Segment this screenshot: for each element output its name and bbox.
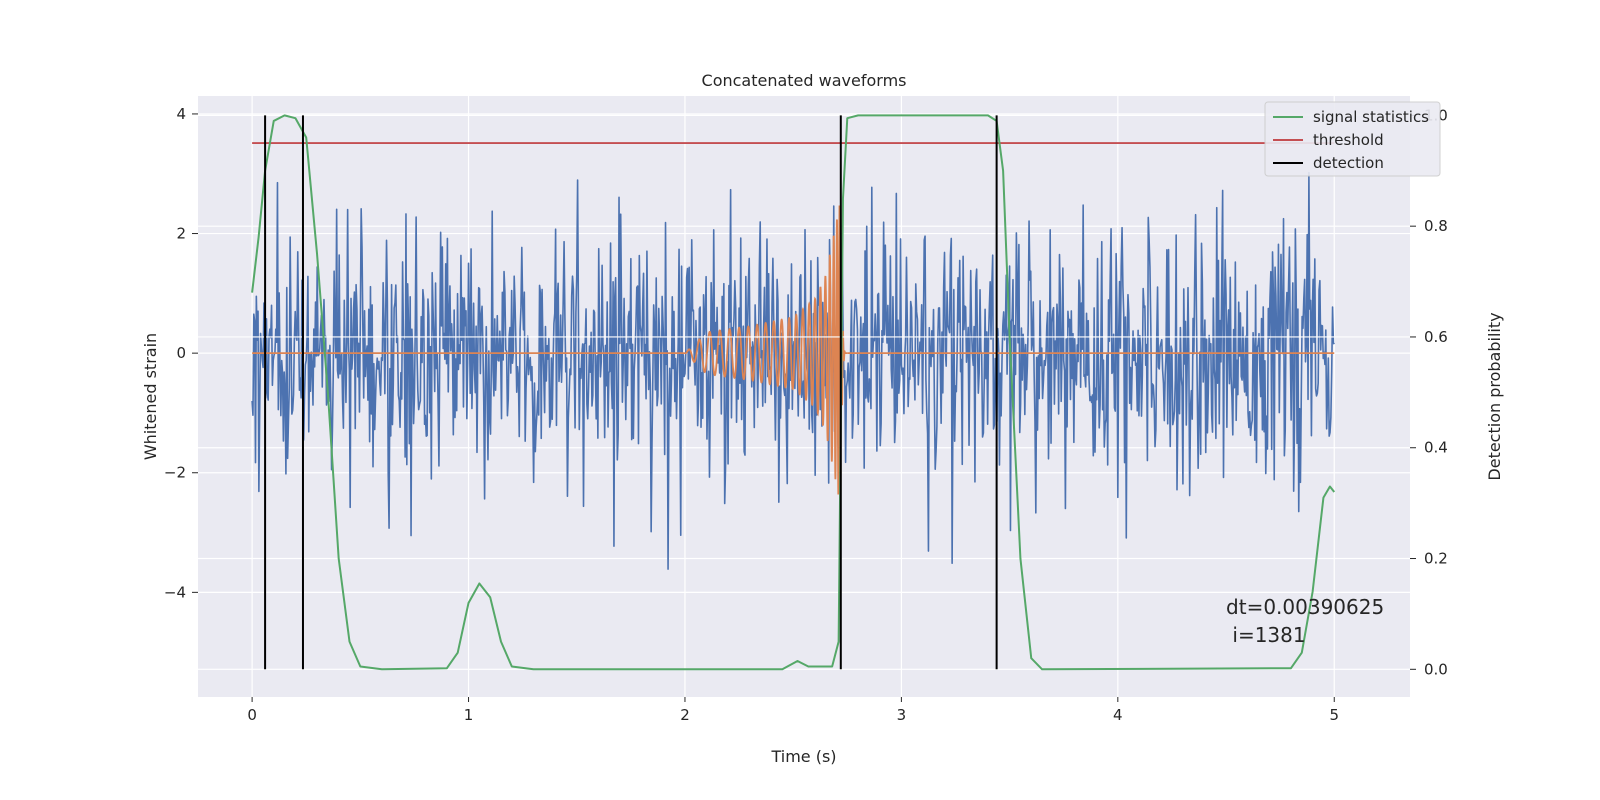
injected-signal-chirp (684, 205, 848, 506)
x-tick-label: 4 (1113, 706, 1123, 724)
y-right-tick-label: 0.4 (1424, 439, 1448, 457)
legend-label: threshold (1313, 131, 1384, 149)
x-tick-label: 3 (897, 706, 907, 724)
strain-series (251, 171, 1335, 570)
x-tick-label: 2 (680, 706, 690, 724)
chart-title: Concatenated waveforms (702, 71, 907, 90)
y-left-tick-label: 0 (176, 344, 186, 362)
annotation: dt=0.00390625 i=1381 (1226, 595, 1384, 647)
y-left-tick-label: −2 (164, 464, 186, 482)
y-axis-left: 4 2 0 −2 −4 (164, 105, 198, 601)
y-left-tick-label: 2 (176, 225, 186, 243)
x-tick-label: 5 (1329, 706, 1339, 724)
legend-label: detection (1313, 154, 1384, 172)
y-right-tick-label: 0.0 (1424, 660, 1448, 678)
legend: signal statistics threshold detection (1264, 101, 1441, 177)
y-axis-label-left: Whitened strain (141, 333, 160, 460)
annotation-dt: dt=0.00390625 (1226, 595, 1384, 619)
y-left-tick-label: 4 (176, 105, 186, 123)
y-right-tick-label: 0.6 (1424, 328, 1448, 346)
annotation-index: i=1381 (1226, 623, 1306, 647)
x-tick-label: 1 (464, 706, 474, 724)
y-right-tick-label: 0.2 (1424, 550, 1448, 568)
plot-area (251, 114, 1336, 671)
signal-statistics-line (251, 114, 1336, 671)
x-axis: 0 1 2 3 4 5 (247, 697, 1339, 724)
y-axis-right: 1.00.80.60.40.20.0 (1410, 106, 1448, 678)
legend-label: signal statistics (1313, 108, 1429, 126)
y-left-tick-label: −4 (164, 583, 186, 601)
y-axis-label-right: Detection probability (1485, 312, 1504, 480)
series-layer (251, 114, 1336, 671)
x-axis-label: Time (s) (770, 747, 836, 766)
y-right-tick-label: 0.8 (1424, 217, 1448, 235)
legend-frame (1264, 101, 1441, 177)
x-tick-label: 0 (247, 706, 257, 724)
